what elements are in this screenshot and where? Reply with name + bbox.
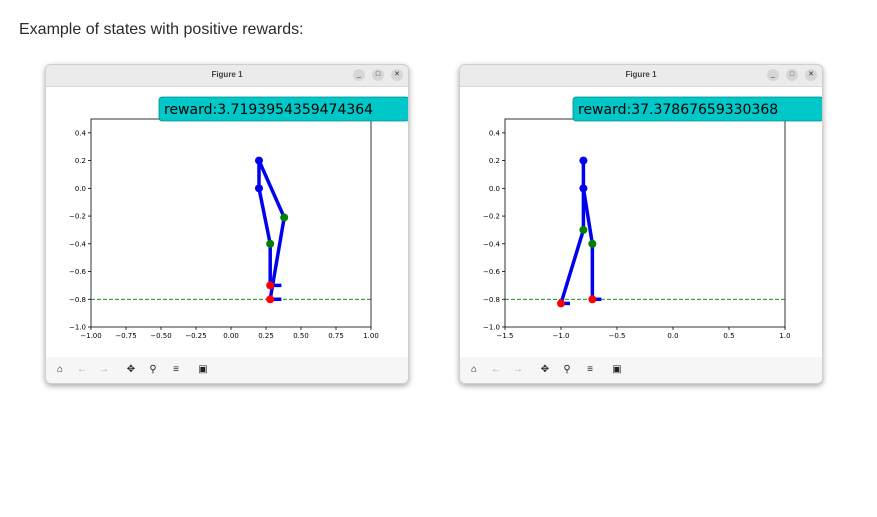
joint-marker xyxy=(280,213,289,222)
x-tick-label: 1.0 xyxy=(779,332,790,340)
limb-segment xyxy=(257,159,286,219)
x-tick-label: −0.5 xyxy=(609,332,626,340)
forward-arrow-icon[interactable]: → xyxy=(99,364,109,375)
chart-svg[interactable]: −1.00 −0.75 −0.50 −0.25 0.00 0.25 0.50 0.75 1.00… xyxy=(46,87,408,357)
back-arrow-icon[interactable]: ← xyxy=(77,364,87,375)
y-tick-label: 0.2 xyxy=(489,157,500,165)
reward-annotation: reward:37.37867659330368 xyxy=(578,102,778,118)
window-titlebar[interactable]: Figure 1 _ □ ✕ xyxy=(46,65,408,87)
x-tick-label: 1.00 xyxy=(363,332,379,340)
limb-segment xyxy=(559,229,586,304)
joint-marker xyxy=(266,239,275,248)
save-icon[interactable]: ▣ xyxy=(612,364,622,375)
x-tick-label: 0.0 xyxy=(667,332,678,340)
y-tick-label: −0.8 xyxy=(483,296,500,304)
y-tick-label: 0.4 xyxy=(489,129,501,137)
joint-marker xyxy=(255,184,263,193)
y-tick-label: 0.0 xyxy=(75,185,86,193)
back-arrow-icon[interactable]: ← xyxy=(491,364,501,375)
y-tick-label: −0.4 xyxy=(483,240,501,248)
limb-segment xyxy=(581,188,595,245)
plot-toolbar: ⌂ ← → ✥ ⚲ ≡ ▣ xyxy=(46,357,408,383)
x-tick-label: −0.50 xyxy=(150,332,171,340)
y-tick-label: −0.8 xyxy=(69,296,86,304)
x-tick-label: −0.75 xyxy=(115,332,136,340)
plot-area[interactable]: −1.5 −1.0 −0.5 0.0 0.5 1.0 −1.0 −0.8 −0.6 −0.4 −0.… xyxy=(460,87,822,357)
minimize-icon[interactable]: _ xyxy=(767,69,779,81)
pan-icon[interactable]: ✥ xyxy=(540,364,550,375)
x-tick-label: −0.25 xyxy=(185,332,206,340)
x-tick-label: 0.75 xyxy=(328,332,344,340)
joint-marker xyxy=(266,295,275,304)
plot-area[interactable]: −1.00 −0.75 −0.50 −0.25 0.00 0.25 0.50 0.75 1.00… xyxy=(46,87,408,357)
joint-marker xyxy=(588,239,597,248)
configure-icon[interactable]: ≡ xyxy=(173,364,179,375)
reward-annotation: reward:3.7193954359474364 xyxy=(164,102,373,118)
axes-frame xyxy=(90,118,372,328)
y-tick-label: −0.4 xyxy=(69,240,87,248)
joint-marker xyxy=(255,156,263,165)
y-tick-label: −0.6 xyxy=(483,268,501,276)
x-tick-label: 0.00 xyxy=(223,332,239,340)
y-tick-label: −0.2 xyxy=(483,213,500,221)
joint-marker xyxy=(557,299,565,308)
y-tick-label: −1.0 xyxy=(483,324,500,332)
zoom-icon[interactable]: ⚲ xyxy=(149,364,157,375)
zoom-icon[interactable]: ⚲ xyxy=(563,364,571,375)
home-icon[interactable]: ⌂ xyxy=(56,364,64,375)
x-tick-label: 0.25 xyxy=(258,332,274,340)
joint-marker xyxy=(579,156,588,165)
x-tick-label: 0.5 xyxy=(723,332,734,340)
x-tick-label: 0.50 xyxy=(293,332,309,340)
joint-marker xyxy=(579,225,588,234)
reward-annotation-box xyxy=(158,96,408,122)
joint-marker xyxy=(579,184,588,193)
minimize-icon[interactable]: _ xyxy=(353,69,365,81)
y-tick-label: −1.0 xyxy=(69,324,86,332)
plot-toolbar: ⌂ ← → ✥ ⚲ ≡ ▣ xyxy=(460,357,822,383)
x-tick-label: −1.00 xyxy=(80,332,101,340)
window-title: Figure 1 xyxy=(625,70,657,79)
limb-segment xyxy=(257,187,272,245)
joint-marker xyxy=(588,295,597,304)
forward-arrow-icon[interactable]: → xyxy=(513,364,523,375)
y-tick-label: −0.2 xyxy=(69,213,86,221)
home-icon[interactable]: ⌂ xyxy=(470,364,478,375)
joint-marker xyxy=(266,281,275,290)
figure-window-2: Figure 1 _ □ ✕ −1.5 −1.0 −0.5 0.0 0.5 1.0 −1.0… xyxy=(459,64,823,384)
configure-icon[interactable]: ≡ xyxy=(587,364,593,375)
x-tick-label: −1.0 xyxy=(553,332,570,340)
y-tick-label: 0.2 xyxy=(75,157,86,165)
page-heading: Example of states with positive rewards: xyxy=(19,21,304,38)
maximize-icon[interactable]: □ xyxy=(786,69,798,81)
window-titlebar[interactable]: Figure 1 _ □ ✕ xyxy=(460,65,822,87)
chart-svg[interactable]: −1.5 −1.0 −0.5 0.0 0.5 1.0−1.0−0.8−0.6−0.4−0.… xyxy=(460,87,822,357)
x-tick-label: −1.5 xyxy=(497,332,514,340)
save-icon[interactable]: ▣ xyxy=(198,364,208,375)
reward-annotation-box xyxy=(572,96,822,122)
y-tick-label: 0.4 xyxy=(75,129,87,137)
y-tick-label: −0.6 xyxy=(69,268,87,276)
figure-window-1: Figure 1 _ □ ✕ −1.00 −0.75 −0.50 −0.25 0.00 0… xyxy=(45,64,409,384)
pan-icon[interactable]: ✥ xyxy=(126,364,136,375)
close-icon[interactable]: ✕ xyxy=(391,69,403,81)
y-tick-label: 0.0 xyxy=(489,185,500,193)
close-icon[interactable]: ✕ xyxy=(805,69,817,81)
axes-frame xyxy=(504,118,786,328)
window-title: Figure 1 xyxy=(211,70,243,79)
maximize-icon[interactable]: □ xyxy=(372,69,384,81)
